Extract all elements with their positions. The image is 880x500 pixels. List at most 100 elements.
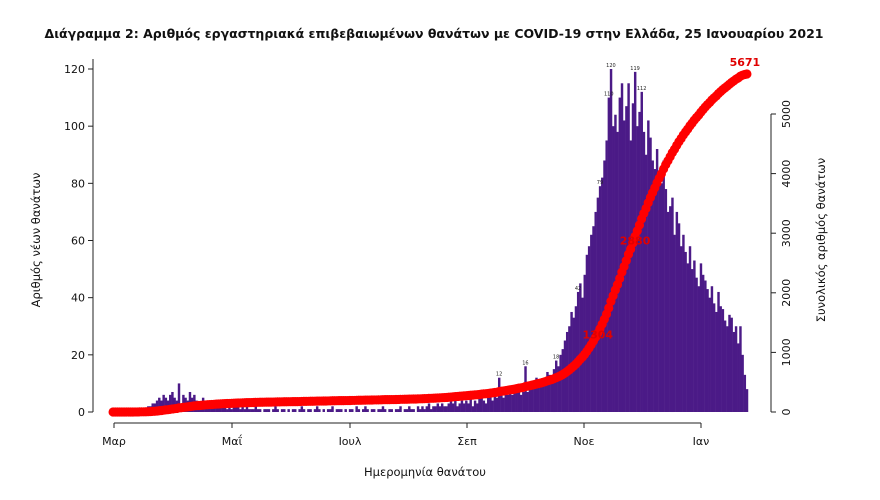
bar xyxy=(223,406,227,412)
bar xyxy=(609,69,613,412)
bar xyxy=(708,297,711,412)
bar xyxy=(344,409,347,412)
bar xyxy=(449,400,453,412)
cumulative-point xyxy=(742,69,752,79)
bar xyxy=(272,409,275,412)
bar xyxy=(504,391,508,412)
bar xyxy=(276,409,279,412)
y-left-tick-label: 60 xyxy=(71,235,85,248)
x-tick-label: Ιουλ xyxy=(339,435,362,448)
bar xyxy=(537,386,540,412)
y-axis-right-label: Συνολικός αριθμός θανάτων xyxy=(814,158,828,322)
bar xyxy=(390,409,393,412)
bar xyxy=(451,403,455,412)
bar xyxy=(489,391,492,412)
bar xyxy=(469,397,472,412)
bar xyxy=(155,400,159,412)
peak-label: 112 xyxy=(637,86,647,92)
bar xyxy=(690,269,694,412)
bar xyxy=(217,406,220,412)
x-tick-label: Νοε xyxy=(574,435,595,448)
bar xyxy=(550,377,554,412)
bar xyxy=(526,391,529,412)
bar xyxy=(465,400,468,412)
bar xyxy=(596,197,600,413)
bar xyxy=(647,120,650,412)
bar xyxy=(340,409,343,412)
bar xyxy=(291,409,295,412)
bar xyxy=(688,246,692,412)
bar xyxy=(234,406,238,412)
bar xyxy=(480,394,483,412)
bar xyxy=(660,183,663,412)
y-right-tick-label: 3000 xyxy=(780,219,793,247)
bar xyxy=(263,409,266,412)
bar xyxy=(487,397,490,412)
bar xyxy=(636,126,639,413)
bar xyxy=(443,406,446,412)
bar xyxy=(335,409,339,412)
bar xyxy=(717,291,720,412)
bar xyxy=(383,409,387,412)
y-right-tick-label: 1000 xyxy=(780,338,793,366)
bar xyxy=(412,409,415,412)
bar xyxy=(447,403,450,412)
bar xyxy=(601,177,604,412)
bar xyxy=(478,397,481,412)
bar xyxy=(737,343,740,412)
y-left-tick-label: 40 xyxy=(71,292,85,305)
bar xyxy=(693,260,696,412)
chart-title: Διάγραμμα 2: Αριθμός εργαστηριακά επιβεβ… xyxy=(45,26,824,41)
bar xyxy=(515,386,518,412)
bar-series xyxy=(133,69,749,413)
bar xyxy=(723,320,727,412)
bar xyxy=(539,383,543,412)
bar xyxy=(432,406,435,412)
y-right-tick-label: 0 xyxy=(780,409,793,416)
bar xyxy=(517,389,521,412)
bar xyxy=(730,317,733,413)
bar xyxy=(585,254,589,412)
bar xyxy=(454,394,457,412)
bar xyxy=(482,400,486,412)
bar xyxy=(219,406,222,412)
bar xyxy=(513,391,516,412)
bar xyxy=(456,406,459,412)
y-left-tick-label: 0 xyxy=(78,406,85,419)
bar xyxy=(493,394,497,412)
bar xyxy=(644,154,648,412)
bar xyxy=(419,409,422,412)
bar xyxy=(245,406,249,412)
bar xyxy=(158,397,161,412)
bar xyxy=(403,409,407,412)
bar xyxy=(618,97,622,412)
bar xyxy=(701,274,705,412)
cumulative-label: 2880 xyxy=(620,234,651,247)
bar xyxy=(467,403,470,412)
bar xyxy=(546,371,549,412)
bar xyxy=(326,409,330,412)
bar xyxy=(728,314,731,412)
bar xyxy=(576,291,580,412)
bar xyxy=(649,137,652,412)
cumulative-annotations: 5671 2880 1304 xyxy=(582,56,760,341)
bar xyxy=(535,377,538,412)
bar xyxy=(629,140,633,412)
bar xyxy=(265,409,268,412)
peak-label: 16 xyxy=(522,360,528,366)
bar xyxy=(440,403,444,412)
bar xyxy=(458,403,461,412)
bar xyxy=(226,409,229,412)
bar xyxy=(372,409,376,412)
bar xyxy=(612,126,615,413)
y-axis-left-label: Αριθμός νέων θανάτων xyxy=(29,173,43,308)
bar xyxy=(258,409,262,412)
bar xyxy=(473,400,477,412)
bar xyxy=(267,409,271,412)
bar xyxy=(408,406,411,412)
y-right-tick-label: 4000 xyxy=(780,160,793,188)
bar xyxy=(438,406,442,412)
bar xyxy=(405,409,409,412)
bar xyxy=(436,403,440,412)
bar xyxy=(434,406,437,412)
